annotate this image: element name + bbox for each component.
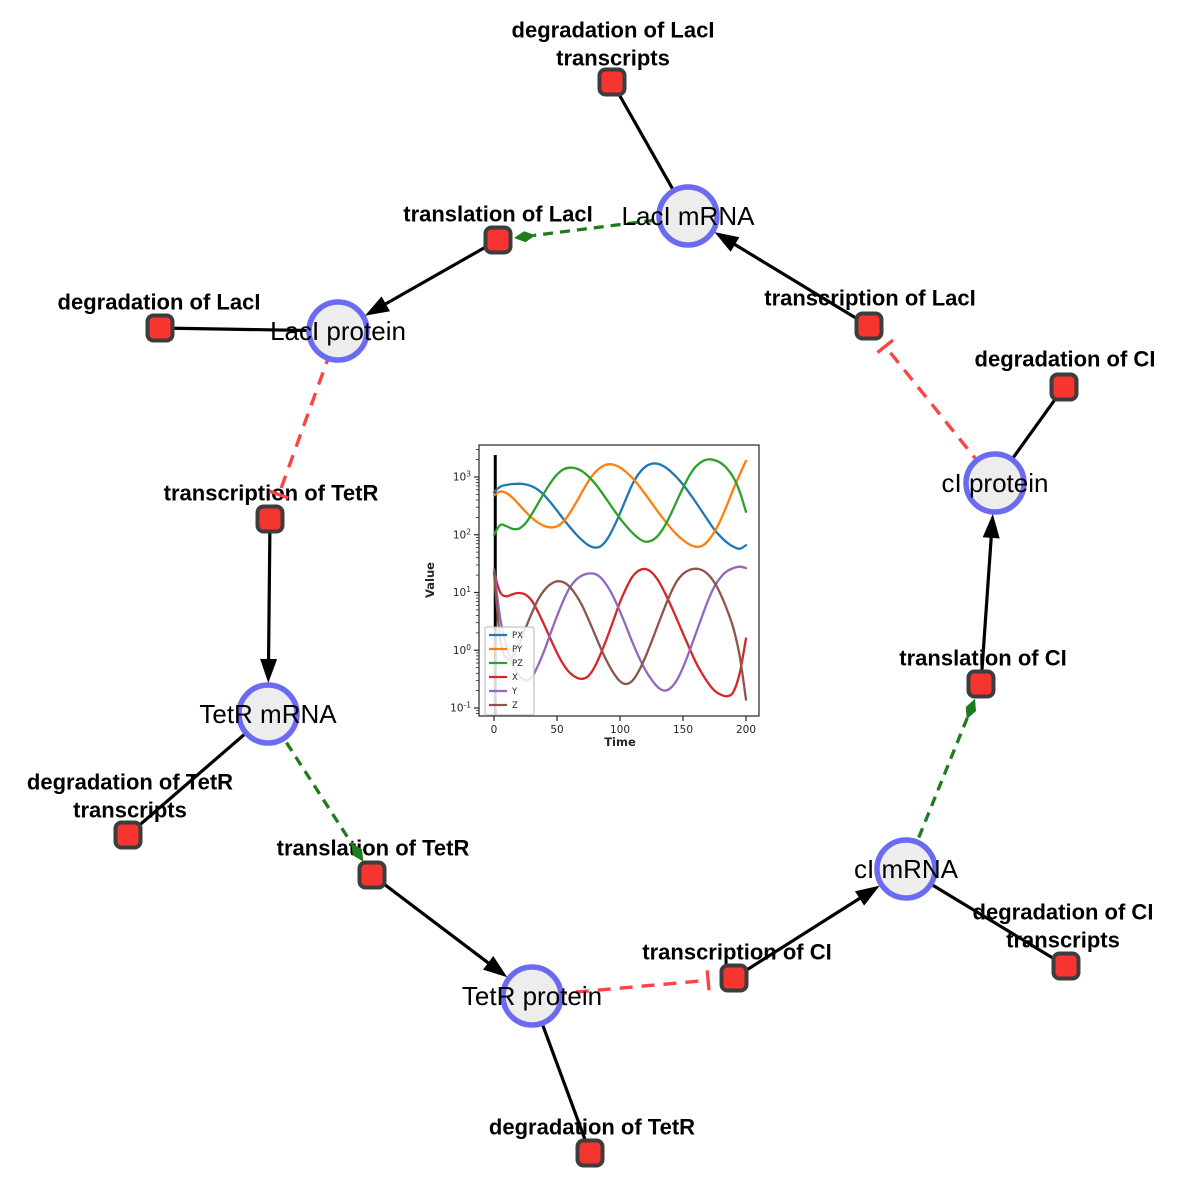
species-node-tetr-protein [500, 964, 564, 1028]
edge-transcription-of-ci--ci-mrna [733, 885, 880, 980]
species-node-tetr-mrna [236, 682, 300, 746]
inhibition-tee-icon [876, 338, 895, 354]
inhibition-tee-icon [705, 970, 711, 991]
legend-label-PZ: PZ [512, 659, 523, 669]
y-tick-label: 10-1 [450, 701, 471, 715]
reaction-labels: degradation of LacI transcripts translatio… [27, 18, 1156, 1140]
plot-frame [478, 444, 760, 717]
label-degradation-of-ci-transcripts: degradation of CI [973, 900, 1154, 925]
label-degradation-of-tetr-transcripts: degradation of TetR [27, 770, 233, 795]
reaction-node-degradation-of-laci-transcripts [597, 67, 627, 97]
series-PX [492, 462, 748, 550]
reaction-node-translation-of-laci [483, 225, 513, 255]
modifier-arrowhead-icon [965, 698, 976, 720]
label-degradation-of-laci-transcripts: degradation of LacI [512, 18, 715, 43]
reaction-node-degradation-of-laci [145, 313, 175, 343]
label-degradation-of-laci-transcripts: transcripts [556, 46, 670, 71]
label-degradation-of-ci: degradation of CI [975, 347, 1156, 372]
modifier-arrowhead-icon [513, 231, 536, 243]
edge-translation-of-ci--ci-protein [979, 513, 1000, 685]
timecourse-inset-chart: 0 50 100 150 20010-1100101102103TimeValuePXP… [420, 428, 780, 768]
series-Z [492, 567, 748, 701]
reaction-node-degradation-of-tetr [575, 1138, 605, 1168]
reaction-node-degradation-of-ci-transcripts [1051, 951, 1081, 981]
nodes [113, 67, 1081, 1168]
arrowhead-icon [483, 956, 508, 978]
x-tick-label: 100 [610, 724, 630, 736]
species-label-tetr-protein: TetR protein [462, 981, 602, 1011]
legend-label-Z: Z [512, 701, 518, 711]
label-translation-of-tetr: translation of TetR [277, 836, 470, 861]
species-label-ci-mrna: cI mRNA [854, 854, 959, 884]
arrowhead-icon [855, 885, 880, 906]
x-tick-label: 50 [550, 724, 563, 736]
series-Y [492, 565, 748, 692]
y-tick-label: 100 [453, 643, 471, 657]
legend-label-X: X [512, 673, 518, 683]
edge-ci-mrna--translation-of-ci [904, 698, 976, 870]
species-node-ci-mrna [874, 837, 938, 901]
edge-translation-of-laci--laci-protein [364, 238, 499, 316]
label-degradation-of-tetr: degradation of TetR [489, 1115, 695, 1140]
chart-legend: PX PY PZ XYZ [484, 626, 535, 716]
label-transcription-of-ci: transcription of CI [642, 940, 831, 965]
series-PZ [492, 458, 748, 543]
x-tick-label: 0 [491, 724, 498, 736]
legend-label-PX: PX [512, 631, 523, 641]
arrowhead-icon [714, 232, 740, 252]
reaction-node-translation-of-tetr [357, 860, 387, 890]
legend-label-Y: Y [511, 687, 518, 697]
y-axis-label: Value [423, 562, 437, 598]
label-degradation-of-tetr-transcripts: transcripts [73, 798, 187, 823]
species-node-laci-protein [306, 299, 370, 363]
x-axis-label: Time [604, 735, 636, 749]
inhibition-tee-icon [268, 489, 289, 500]
edge-transcription-of-laci--laci-mrna [714, 232, 870, 328]
arrowhead-icon [260, 658, 278, 683]
y-tick-label: 101 [453, 585, 471, 599]
species-label-tetr-mrna: TetR mRNA [199, 699, 337, 729]
y-tick-label: 103 [453, 470, 471, 484]
arrowhead-icon [364, 296, 390, 316]
reaction-node-degradation-of-ci [1049, 372, 1079, 402]
arrowhead-icon [982, 513, 1000, 539]
reaction-node-degradation-of-tetr-transcripts [113, 820, 143, 850]
label-translation-of-laci: translation of LacI [403, 202, 592, 227]
series-X [492, 567, 748, 698]
species-node-ci-protein [963, 451, 1027, 515]
species-label-laci-mrna: LacI mRNA [622, 201, 756, 231]
label-degradation-of-laci: degradation of LacI [58, 290, 261, 315]
x-tick-label: 150 [673, 724, 693, 736]
species-labels: LacI mRNA LacI protein TetR mRNA TetR prote… [199, 201, 1048, 1011]
reaction-node-transcription-of-laci [854, 311, 884, 341]
species-node-laci-mrna [656, 184, 720, 248]
reaction-node-translation-of-ci [966, 669, 996, 699]
y-tick-label: 102 [453, 527, 471, 541]
edge-transcription-of-tetr--tetr-mrna [260, 518, 278, 683]
label-transcription-of-laci: transcription of LacI [764, 286, 975, 311]
reaction-node-transcription-of-tetr [255, 504, 285, 534]
x-tick-label: 200 [736, 724, 756, 736]
legend-label-PY: PY [512, 645, 523, 655]
series-PY [492, 459, 748, 549]
edge-translation-of-tetr--tetr-protein [371, 873, 508, 978]
reaction-node-transcription-of-ci [719, 963, 749, 993]
species-label-ci-protein: cI protein [942, 468, 1049, 498]
species-label-laci-protein: LacI protein [270, 316, 406, 346]
modifier-arrowhead-icon [351, 843, 364, 862]
